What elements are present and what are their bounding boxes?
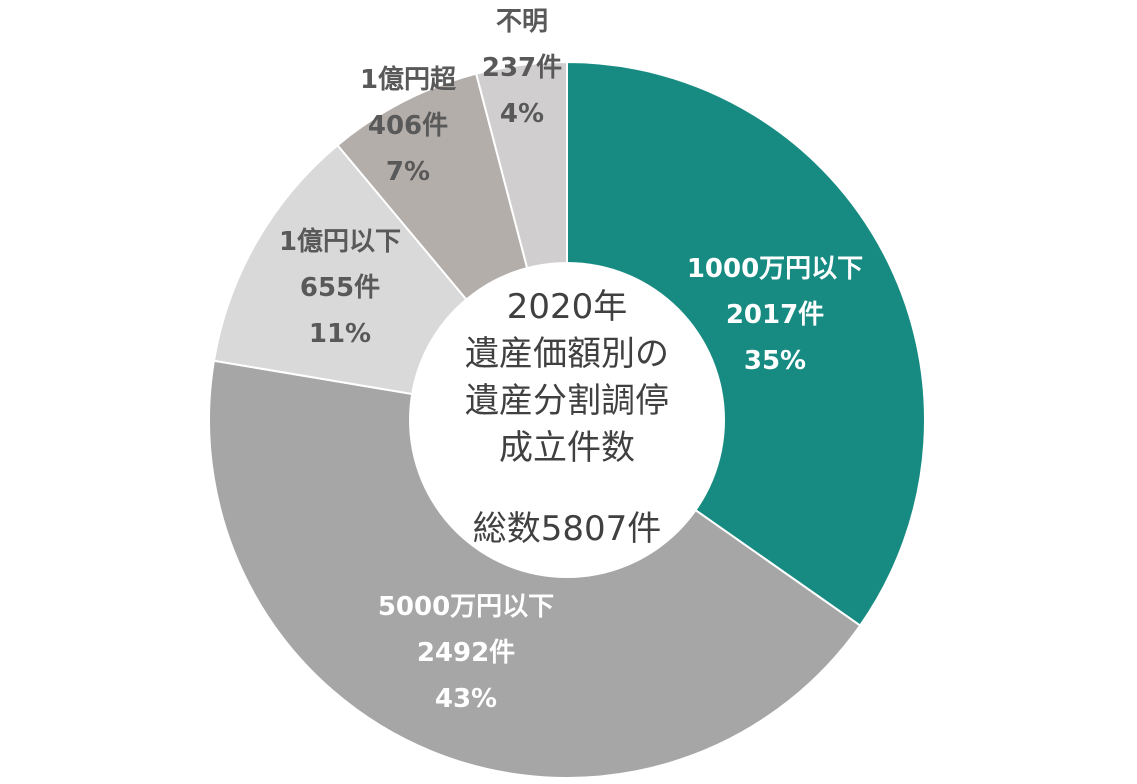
slice-label-1-count-label: 2017件 <box>726 300 824 330</box>
slice-label-3-pct-label: 11% <box>309 319 371 349</box>
slice-label-5: 不明 237件 4% <box>482 7 562 129</box>
slice-label-4-count-label: 406件 <box>368 111 448 141</box>
donut-hole <box>409 262 725 578</box>
slice-label-1-pct-label: 35% <box>744 346 806 376</box>
slice-labels: 1000万円以下 2017件 35% 5000万円以下 2492件 43% 1億円以下 655… <box>279 7 863 714</box>
slice-label-1: 1000万円以下 2017件 35% <box>687 254 863 376</box>
slice-label-3-count-label: 655件 <box>300 273 380 303</box>
center-total: 総数5807件 <box>473 509 662 549</box>
slice-label-3-name: 1億円以下 <box>279 227 401 257</box>
center-line-3: 遺産分割調停 <box>465 381 669 421</box>
center-line-1: 2020年 <box>507 287 628 327</box>
slice-label-3: 1億円以下 655件 11% <box>279 227 401 349</box>
slice-label-4-pct-label: 7% <box>386 157 430 187</box>
slice-label-5-name: 不明 <box>496 7 548 37</box>
slice-label-4-name: 1億円超 <box>360 65 457 95</box>
center-line-4: 成立件数 <box>499 428 635 468</box>
slice-label-4: 1億円超 406件 7% <box>360 65 457 187</box>
slice-label-5-count-label: 237件 <box>482 53 562 83</box>
slice-label-2: 5000万円以下 2492件 43% <box>378 592 554 714</box>
slice-label-5-pct-label: 4% <box>500 99 544 129</box>
slice-label-2-name: 5000万円以下 <box>378 592 554 622</box>
center-line-2: 遺産価額別の <box>465 334 669 374</box>
slice-label-2-pct-label: 43% <box>435 684 497 714</box>
slice-label-2-count-label: 2492件 <box>417 638 515 668</box>
slice-label-1-name: 1000万円以下 <box>687 254 863 284</box>
pie-slice-1 <box>566 60 926 627</box>
